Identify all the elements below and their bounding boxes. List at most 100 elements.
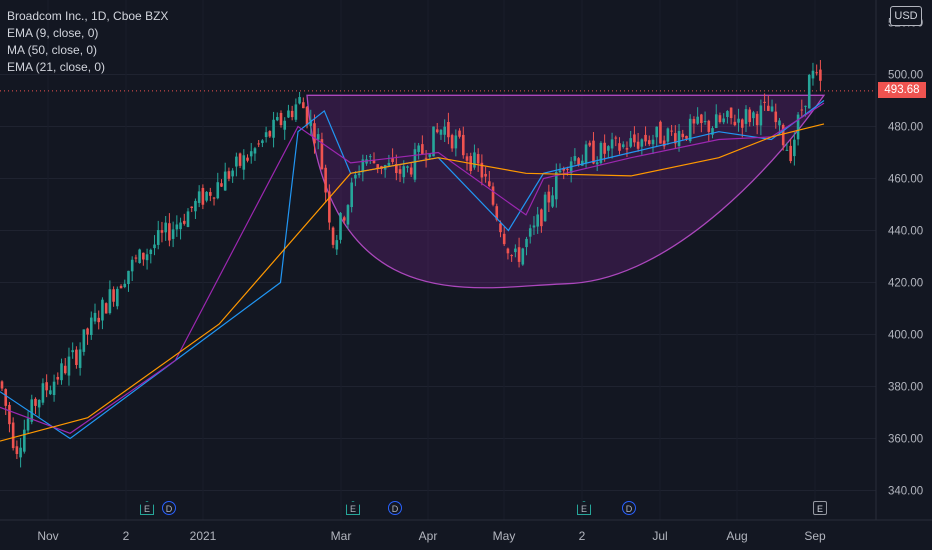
candle[interactable] xyxy=(662,135,666,150)
candle[interactable] xyxy=(108,280,112,315)
candle[interactable] xyxy=(194,198,197,219)
candle[interactable] xyxy=(387,154,391,167)
candle[interactable] xyxy=(625,141,629,157)
dividend-event-icon[interactable]: D xyxy=(622,501,636,515)
candle[interactable] xyxy=(328,184,331,230)
candles[interactable] xyxy=(0,60,822,468)
candle[interactable] xyxy=(23,419,26,454)
time-axis[interactable]: Nov 2 2021 Mar Apr May 2 Jul Aug Sep xyxy=(0,519,932,543)
candle[interactable] xyxy=(770,99,774,113)
candle[interactable] xyxy=(711,126,714,139)
currency-button[interactable]: USD xyxy=(890,6,922,26)
candle[interactable] xyxy=(253,146,257,161)
candle[interactable] xyxy=(34,397,37,414)
candle[interactable] xyxy=(793,132,796,166)
candle[interactable] xyxy=(435,123,439,134)
candle[interactable] xyxy=(138,248,141,264)
candle[interactable] xyxy=(551,187,554,209)
candle[interactable] xyxy=(283,117,287,140)
candle[interactable] xyxy=(499,220,502,238)
candle[interactable] xyxy=(246,154,249,163)
candle[interactable] xyxy=(212,196,216,206)
earnings-event-icon[interactable]: E xyxy=(577,501,591,515)
candle[interactable] xyxy=(142,252,145,266)
candle[interactable] xyxy=(700,113,703,133)
candle[interactable] xyxy=(127,270,130,292)
candle[interactable] xyxy=(171,221,175,248)
candle[interactable] xyxy=(164,215,167,241)
candle[interactable] xyxy=(532,216,536,235)
candle[interactable] xyxy=(767,95,770,112)
legend-ema9[interactable]: EMA (9, close, 0) xyxy=(7,26,99,40)
candle[interactable] xyxy=(811,62,815,86)
candle[interactable] xyxy=(216,172,220,200)
legend-ema21[interactable]: EMA (21, close, 0) xyxy=(7,60,106,74)
candle[interactable] xyxy=(588,140,592,148)
candle[interactable] xyxy=(458,128,461,139)
candle[interactable] xyxy=(547,184,551,212)
candle[interactable] xyxy=(8,401,11,433)
candle[interactable] xyxy=(4,388,8,416)
candle[interactable] xyxy=(261,139,264,148)
candle[interactable] xyxy=(755,111,759,135)
candle[interactable] xyxy=(428,153,432,159)
candle[interactable] xyxy=(439,128,443,140)
candle[interactable] xyxy=(540,208,543,233)
candle[interactable] xyxy=(209,187,212,202)
candle[interactable] xyxy=(636,132,640,152)
candle[interactable] xyxy=(759,99,763,136)
candle[interactable] xyxy=(510,254,513,262)
legend-ma50[interactable]: MA (50, close, 0) xyxy=(7,43,98,57)
candle[interactable] xyxy=(800,99,804,117)
candle[interactable] xyxy=(733,114,737,127)
candle[interactable] xyxy=(651,134,655,155)
candle[interactable] xyxy=(116,286,119,310)
candle[interactable] xyxy=(666,127,670,145)
candle[interactable] xyxy=(398,165,402,182)
candle[interactable] xyxy=(473,144,476,170)
candle[interactable] xyxy=(75,346,78,369)
candle[interactable] xyxy=(298,91,301,105)
candle[interactable] xyxy=(465,153,469,171)
candle[interactable] xyxy=(395,154,398,181)
candle[interactable] xyxy=(316,128,320,150)
candle[interactable] xyxy=(89,311,93,340)
candle[interactable] xyxy=(573,148,577,165)
candle[interactable] xyxy=(785,142,789,151)
earnings-event-icon[interactable]: E xyxy=(140,501,154,515)
candle[interactable] xyxy=(97,310,101,330)
candle[interactable] xyxy=(197,185,201,208)
candle[interactable] xyxy=(41,378,45,406)
candle[interactable] xyxy=(119,284,123,289)
candle[interactable] xyxy=(346,204,350,229)
candle[interactable] xyxy=(729,107,733,125)
candle[interactable] xyxy=(647,135,651,146)
candle[interactable] xyxy=(257,139,260,148)
candle[interactable] xyxy=(543,191,547,222)
candle[interactable] xyxy=(238,152,242,169)
candle[interactable] xyxy=(201,184,205,210)
candle[interactable] xyxy=(52,374,56,402)
candle[interactable] xyxy=(406,165,409,173)
candle[interactable] xyxy=(268,130,272,138)
candle[interactable] xyxy=(607,145,610,159)
candle[interactable] xyxy=(339,212,342,244)
candle[interactable] xyxy=(249,142,253,164)
candle[interactable] xyxy=(480,154,484,186)
candle[interactable] xyxy=(413,142,417,183)
candle[interactable] xyxy=(290,105,294,121)
candle[interactable] xyxy=(484,166,487,183)
candle[interactable] xyxy=(145,248,149,270)
candle[interactable] xyxy=(424,150,428,168)
candle[interactable] xyxy=(461,126,465,159)
candle[interactable] xyxy=(71,342,74,359)
candle[interactable] xyxy=(78,342,82,376)
candle[interactable] xyxy=(781,123,785,151)
candle[interactable] xyxy=(517,237,521,268)
candle[interactable] xyxy=(450,133,454,152)
candle[interactable] xyxy=(93,303,97,325)
candle[interactable] xyxy=(190,206,194,213)
candle[interactable] xyxy=(324,164,327,203)
candle[interactable] xyxy=(19,437,22,468)
